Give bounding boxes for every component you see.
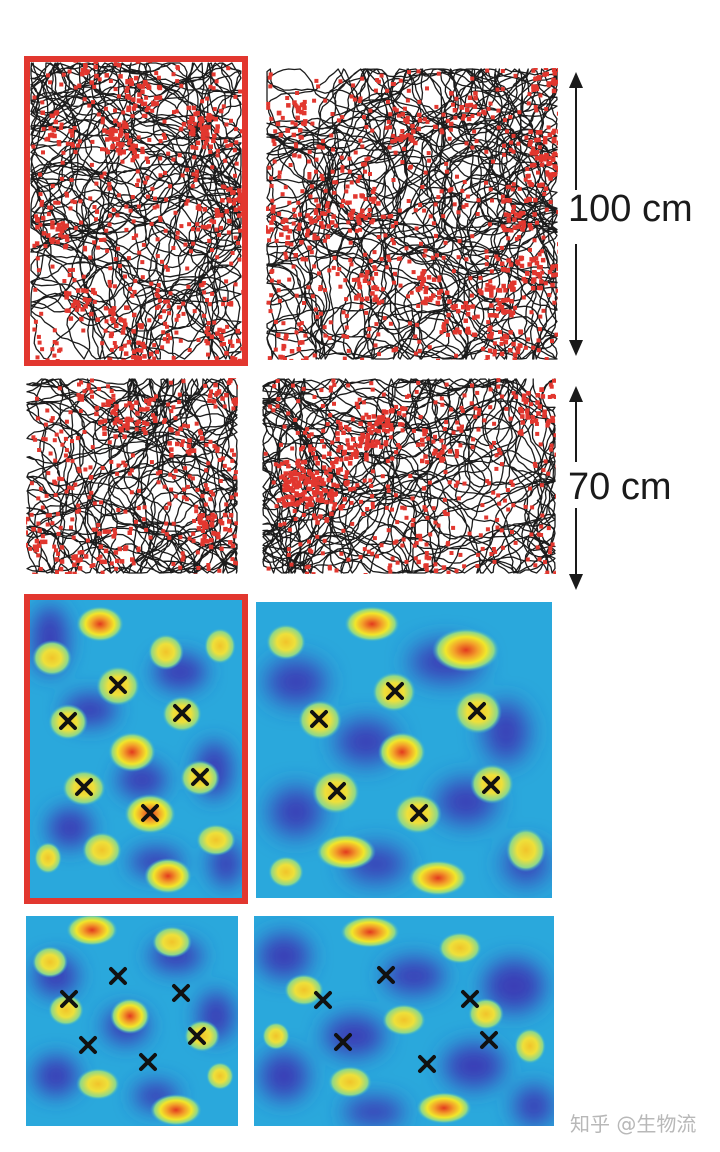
scale-arrow-100cm <box>569 72 583 356</box>
trajectory-path <box>262 378 556 574</box>
trajectory-svg-large-right <box>266 68 558 360</box>
trajectory-plot-large-left <box>30 62 242 360</box>
spike-markers <box>31 62 242 360</box>
rate-map-svg-small-right <box>254 916 554 1126</box>
trajectory-svg-small-left <box>26 378 238 574</box>
trajectory-path <box>30 62 242 360</box>
rate-map-large-left <box>30 600 242 898</box>
scale-label-70cm: 70 cm <box>568 466 672 508</box>
trajectory-plot-large-right <box>266 68 558 360</box>
spike-markers <box>263 378 556 574</box>
rate-map-svg-large-left <box>30 600 242 898</box>
scale-arrow-70cm <box>569 386 583 590</box>
scale-label-100cm: 100 cm <box>568 188 693 230</box>
grid-vertex-markers <box>60 967 206 1071</box>
spike-markers <box>26 378 238 574</box>
trajectory-svg-small-right <box>262 378 556 574</box>
grid-vertex-markers <box>59 676 209 822</box>
trajectory-svg-large-left <box>30 62 242 360</box>
grid-vertex-markers <box>314 966 498 1073</box>
grid-vertex-markers <box>310 682 500 822</box>
watermark: 知乎 @生物流 <box>570 1112 697 1136</box>
spike-markers <box>266 68 558 360</box>
trajectory-plot-small-right <box>262 378 556 574</box>
rate-map-small-right <box>254 916 554 1126</box>
rate-map-svg-small-left <box>26 916 238 1126</box>
trajectory-plot-small-left <box>26 378 238 574</box>
rate-map-svg-large-right <box>256 602 552 898</box>
rate-map-large-right <box>256 602 552 898</box>
rate-map-small-left <box>26 916 238 1126</box>
